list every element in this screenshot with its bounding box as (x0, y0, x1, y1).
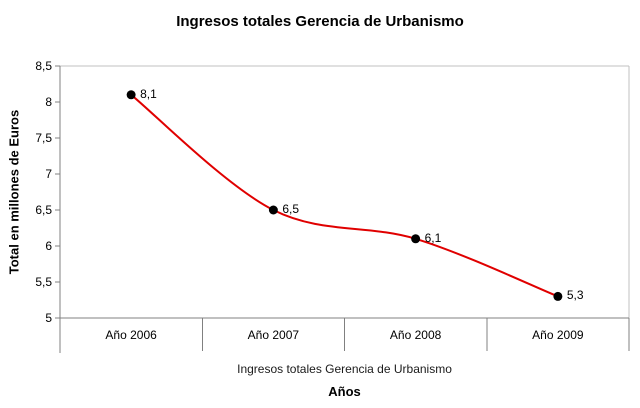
y-tick-label: 5 (45, 311, 52, 325)
data-point-marker (411, 234, 421, 244)
x-category-label: Año 2009 (532, 327, 584, 342)
data-point-label: 5,3 (566, 288, 584, 303)
data-point-marker (553, 291, 563, 301)
chart-title: Ingresos totales Gerencia de Urbanismo (176, 13, 464, 30)
y-tick-label: 8,5 (35, 59, 52, 73)
x-category-label: Año 2006 (105, 327, 157, 342)
y-tick-label: 5,5 (35, 275, 52, 289)
data-point-label: 8,1 (140, 86, 157, 101)
data-point-label: 6,5 (282, 202, 300, 216)
data-point-label: 6,1 (424, 230, 442, 245)
y-tick-label: 7,5 (35, 131, 52, 145)
data-point-marker (268, 205, 278, 215)
y-tick-label: 8 (45, 95, 52, 109)
x-category-label: Año 2007 (247, 327, 300, 342)
x-category-label: Año 2008 (389, 327, 442, 342)
data-point-marker (126, 90, 136, 100)
series-legend-label: Ingresos totales Gerencia de Urbanismo (237, 362, 452, 376)
x-axis-title: Años (328, 384, 361, 399)
y-tick-label: 6,5 (35, 203, 52, 217)
series-line (130, 94, 559, 298)
y-tick-label: 7 (45, 167, 52, 181)
y-tick-label: 6 (45, 239, 52, 253)
